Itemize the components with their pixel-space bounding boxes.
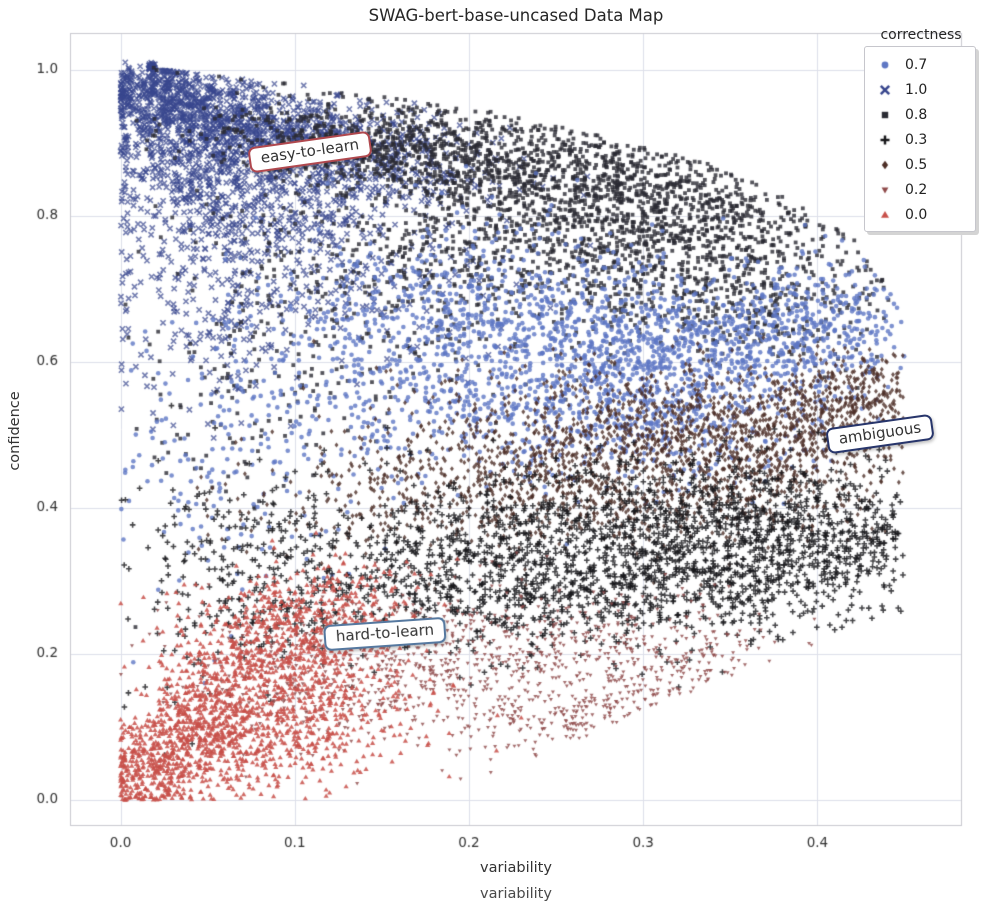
legend-entry-0.0: 0.0 (865, 202, 975, 227)
legend-entry-label: 0.2 (905, 181, 928, 198)
legend-entry-label: 1.0 (905, 81, 928, 98)
plus-legend-marker-icon (875, 131, 895, 148)
x-axis-label: variability (480, 860, 552, 876)
square-legend-marker-icon (875, 106, 895, 123)
legend-entry-label: 0.5 (905, 156, 928, 173)
legend-entry-0.2: 0.2 (865, 177, 975, 202)
legend: 0.7 1.0 0.8 0.3 0.5 0.2 0.0 (864, 46, 976, 232)
x-axis-label-clipped: variability (480, 886, 552, 902)
triangle-down-legend-marker-icon (875, 181, 895, 198)
y-axis-label: confidence (7, 391, 23, 471)
legend-entry-0.5: 0.5 (865, 152, 975, 177)
triangle-up-legend-marker-icon (875, 206, 895, 223)
legend-entry-0.7: 0.7 (865, 52, 975, 77)
legend-title: correctness (880, 27, 962, 43)
legend-entry-0.8: 0.8 (865, 102, 975, 127)
diamond-legend-marker-icon (875, 156, 895, 173)
legend-entry-label: 0.0 (905, 206, 928, 223)
x-legend-marker-icon (875, 81, 895, 98)
legend-entry-1.0: 1.0 (865, 77, 975, 102)
legend-entry-label: 0.3 (905, 131, 928, 148)
chart-title: SWAG-bert-base-uncased Data Map (368, 6, 664, 25)
legend-entry-label: 0.7 (905, 56, 928, 73)
legend-entry-label: 0.8 (905, 106, 928, 123)
legend-entry-0.3: 0.3 (865, 127, 975, 152)
circle-legend-marker-icon (875, 56, 895, 73)
